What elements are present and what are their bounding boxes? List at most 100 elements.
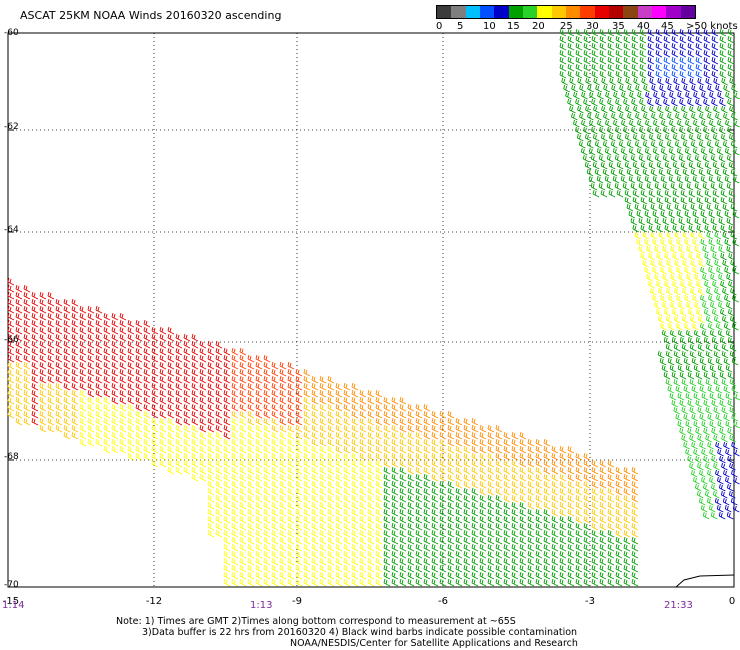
wind-barb [720,133,728,142]
wind-barb [135,403,143,412]
wind-barb [247,515,255,524]
wind-barb [689,315,697,324]
wind-barb [303,536,311,545]
wind-barb [704,252,711,261]
wind-barb [495,508,503,517]
wind-barb [721,350,729,359]
wind-barb [287,445,295,454]
wind-barb [662,154,670,163]
wind-barb [612,175,620,184]
wind-barb [335,417,343,426]
wind-barb [255,424,263,433]
wind-barb [706,497,714,506]
wind-barb [175,396,183,405]
wind-barb [47,305,55,314]
wind-barb [183,340,191,349]
wind-barb [701,91,708,100]
wind-barb [713,350,721,359]
wind-barb [255,501,263,510]
wind-barb [359,564,367,573]
wind-barb [431,508,439,517]
wind-barb [711,308,719,317]
wind-barb [311,473,319,482]
wind-barb [79,417,87,426]
wind-barb [565,91,572,100]
wind-barb [543,515,551,524]
wind-barb [367,466,375,475]
wind-barb [447,571,455,580]
wind-barb [191,431,199,440]
wind-barb [630,182,638,191]
wind-barb [631,42,639,51]
wind-barb [733,476,740,485]
wind-barb [23,396,31,405]
colorbar-swatch [580,6,595,18]
wind-barb [628,210,636,219]
wind-barb [674,203,682,212]
wind-barb [463,417,471,426]
wind-barb [191,375,199,384]
wind-barb [191,417,199,426]
wind-barb [660,147,668,156]
wind-barb [631,564,639,573]
wind-barb [579,84,586,93]
wind-barb [295,543,303,552]
wind-barb [571,112,578,121]
wind-barb [287,417,295,426]
wind-barb [634,203,642,212]
wind-barb [698,203,706,212]
wind-barb [644,238,652,247]
wind-barb [487,536,495,545]
wind-barb [71,368,79,377]
wind-barb [615,550,623,559]
wind-barb [602,140,610,149]
wind-barb [335,431,343,440]
wind-barb [431,466,439,475]
wind-barb [690,203,698,212]
wind-barb [431,424,439,433]
wind-barb [623,70,631,79]
wind-barb [367,564,375,573]
wind-barb [663,35,671,44]
wind-barb [591,494,599,503]
wind-barb [271,361,279,370]
wind-barb [700,294,707,303]
wind-barb [359,487,367,496]
wind-barb [638,182,646,191]
wind-barb [367,501,375,510]
time-right: 21:33 [664,600,693,611]
wind-barb [183,382,191,391]
colorbar-label: 40 [637,21,650,32]
wind-barb [697,315,705,324]
wind-barb [279,403,287,412]
wind-barb [319,536,327,545]
wind-barb [223,508,231,517]
wind-barb [15,389,23,398]
wind-barb [679,35,687,44]
wind-barb [727,427,734,436]
wind-barb [712,490,720,499]
wind-barb [631,487,639,496]
wind-barb [671,42,679,51]
wind-barb [711,63,719,72]
wind-barb [655,98,662,107]
wind-barb [319,529,327,538]
wind-barb [359,515,367,524]
wind-barb [710,483,718,492]
wind-barb [399,543,407,552]
wind-barb [407,522,415,531]
wind-barb [687,49,695,58]
wind-barb [583,28,591,37]
wind-barb [624,133,632,142]
wind-barb [271,578,279,587]
wind-barb [714,140,722,149]
wind-barb [231,375,239,384]
wind-barb [731,357,739,366]
wind-barb [215,424,223,433]
wind-barb [716,504,724,513]
wind-barb [431,410,439,419]
wind-barb [677,392,685,401]
wind-barb [683,357,691,366]
wind-barb [15,312,23,321]
wind-barb [607,543,615,552]
